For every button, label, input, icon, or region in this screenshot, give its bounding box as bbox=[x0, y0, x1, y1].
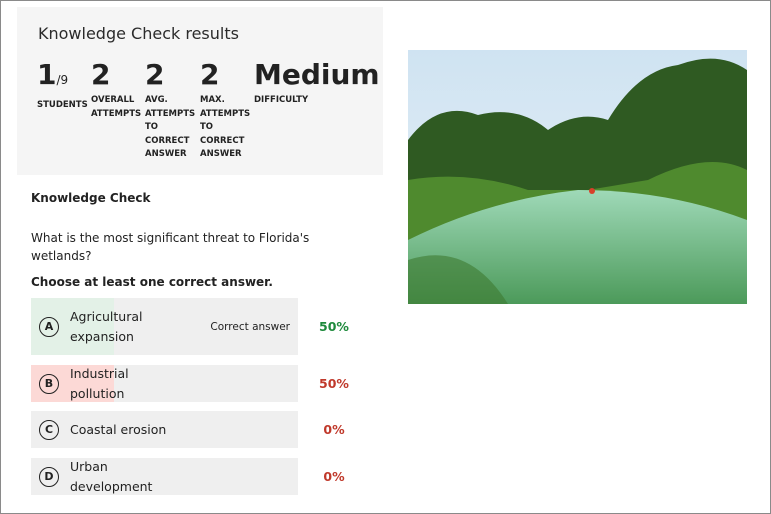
wetland-photo bbox=[408, 50, 747, 304]
stat-label: Students bbox=[37, 100, 88, 110]
option-percent: 50% bbox=[319, 318, 349, 334]
question-heading: Knowledge Check bbox=[31, 191, 151, 205]
stat-label: Difficulty bbox=[254, 95, 309, 105]
question-text: What is the most significant threat to F… bbox=[31, 231, 310, 263]
option-text: Industrial pollution bbox=[70, 365, 129, 401]
stat-value: 2 bbox=[145, 58, 165, 91]
answer-option-c: C Coastal erosion bbox=[31, 411, 298, 448]
stat-suffix: /9 bbox=[56, 73, 69, 87]
correct-answer-label: Correct answer bbox=[210, 320, 290, 333]
stat-value: 2 bbox=[91, 58, 111, 91]
option-percent: 50% bbox=[319, 375, 349, 391]
option-percent: 0% bbox=[323, 468, 345, 484]
option-text: Urban development bbox=[70, 458, 153, 494]
answer-option-a: A Agricultural expansion Correct answer bbox=[31, 298, 298, 355]
results-title: Knowledge Check results bbox=[38, 24, 239, 43]
stat-label: Avg. attempts to correct answer bbox=[145, 95, 196, 159]
option-letter-badge: A bbox=[39, 316, 59, 337]
option-letter-badge: D bbox=[39, 466, 59, 487]
option-text: Coastal erosion bbox=[70, 421, 167, 437]
option-percent: 0% bbox=[323, 421, 345, 437]
stat-max-attempts: 2 Max. attempts to correct answer bbox=[200, 59, 252, 162]
stat-students: 1/9 Students bbox=[37, 59, 88, 113]
stat-value: 2 bbox=[200, 58, 220, 91]
answer-option-d: D Urban development bbox=[31, 458, 298, 495]
stat-difficulty: Medium Difficulty bbox=[254, 59, 380, 108]
stat-overall-attempts: 2 Overall attempts bbox=[91, 59, 141, 121]
results-panel: Knowledge Check results 1/9 Students 2 Ove… bbox=[17, 7, 383, 175]
stat-label: Max. attempts to correct answer bbox=[200, 95, 251, 159]
question-instruction: Choose at least one correct answer. bbox=[31, 275, 273, 289]
option-letter-badge: C bbox=[39, 419, 59, 440]
answer-option-b: B Industrial pollution bbox=[31, 365, 298, 402]
stat-value: 1 bbox=[37, 58, 57, 91]
stat-value: Medium bbox=[254, 58, 380, 91]
stat-label: Overall attempts bbox=[91, 95, 142, 119]
stat-avg-attempts: 2 Avg. attempts to correct answer bbox=[145, 59, 197, 162]
option-letter-badge: B bbox=[39, 373, 59, 394]
option-text: Agricultural expansion bbox=[70, 308, 143, 344]
